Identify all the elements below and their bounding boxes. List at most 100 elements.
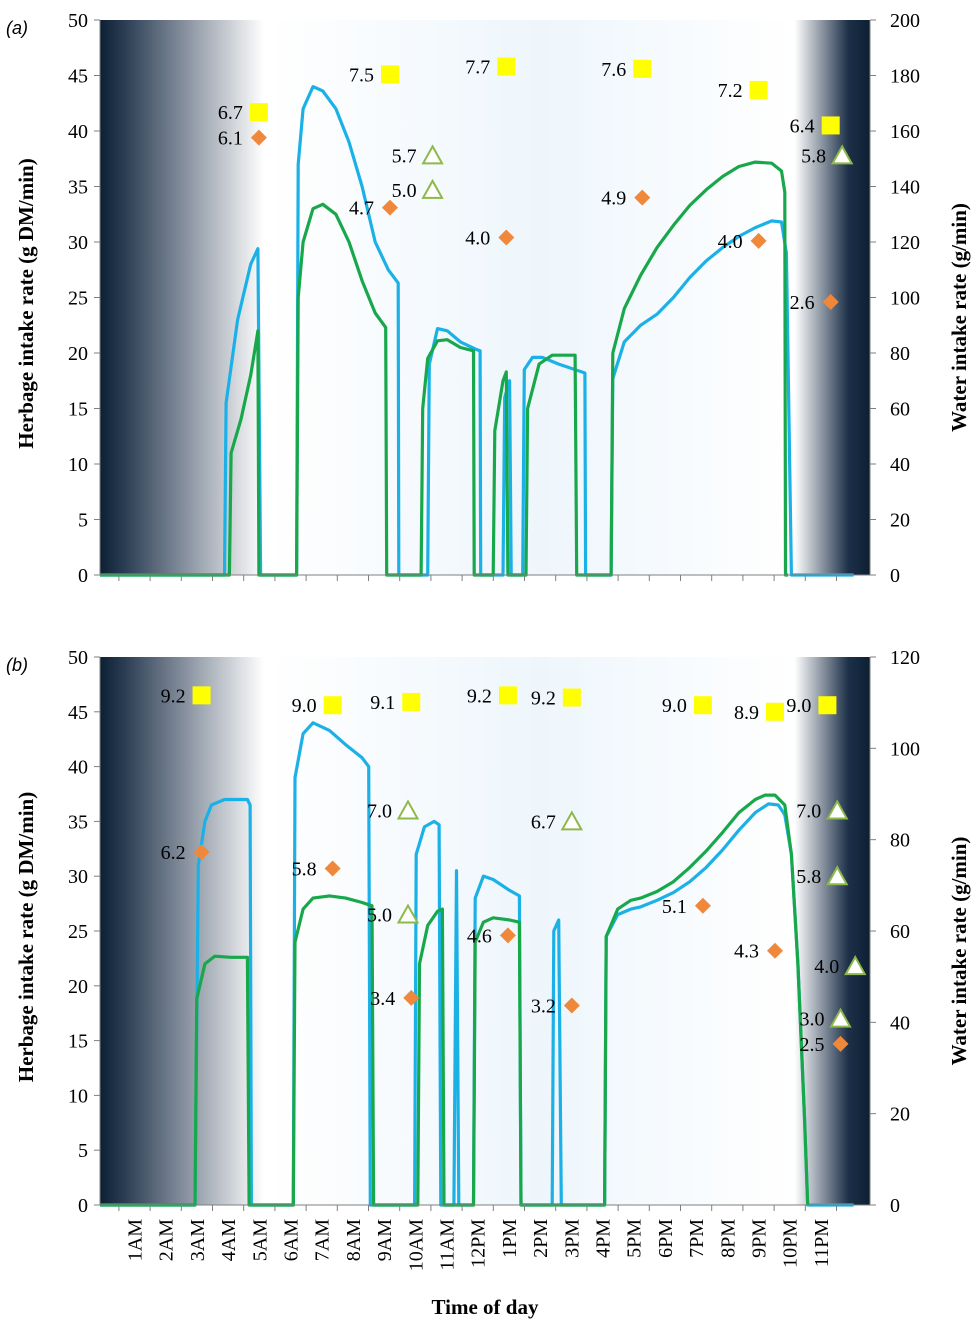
left-tick-label: 5 (78, 1140, 88, 1162)
plot-background (100, 657, 870, 1205)
x-tick-label: 8AM (343, 1219, 365, 1261)
marker-value-label: 7.0 (796, 800, 821, 822)
marker-value-label: 5.0 (367, 905, 392, 927)
marker-value-label: 5.8 (292, 859, 317, 881)
marker-value-label: 5.8 (796, 866, 821, 888)
square-marker (749, 80, 768, 99)
left-tick-label: 25 (68, 921, 88, 943)
left-tick-label: 45 (68, 702, 88, 724)
x-tick-label: 8PM (717, 1219, 739, 1258)
left-tick-label: 15 (68, 1031, 88, 1053)
x-tick-label: 7PM (686, 1219, 708, 1258)
left-tick-label: 50 (68, 647, 88, 669)
marker-value-label: 4.0 (814, 956, 839, 978)
x-tick-label: 12PM (468, 1219, 490, 1268)
marker-value-label: 4.9 (601, 188, 626, 210)
triangle-marker (421, 178, 444, 199)
diamond-marker (381, 199, 398, 216)
x-tick-label: 10PM (780, 1219, 802, 1268)
diamond-marker (694, 897, 711, 914)
x-tick-label: 11AM (437, 1219, 459, 1271)
triangle-marker (830, 144, 854, 165)
left-tick-label: 20 (68, 976, 88, 998)
diamond-marker (498, 229, 515, 246)
right-tick-label: 0 (890, 565, 900, 587)
marker-value-label: 8.9 (734, 702, 759, 724)
x-tick-label: 10AM (405, 1219, 427, 1271)
diamond-marker (634, 189, 651, 206)
diamond-marker (832, 1035, 849, 1052)
panel-label: (b) (6, 655, 28, 675)
triangle-marker (826, 799, 849, 820)
triangle-marker (560, 810, 584, 831)
marker-value-label: 7.5 (349, 64, 374, 86)
right-tick-label: 160 (890, 121, 920, 143)
right-tick-label: 0 (890, 1195, 900, 1217)
marker-value-label: 6.2 (161, 842, 186, 864)
triangle-marker (826, 865, 849, 886)
marker-value-label: 9.0 (786, 695, 811, 717)
right-tick-label: 80 (890, 830, 910, 852)
right-tick-label: 60 (890, 921, 910, 943)
right-axis-title: Water intake rate (g/min) (947, 837, 971, 1066)
marker-value-label: 3.2 (531, 996, 556, 1018)
square-marker (818, 696, 837, 715)
marker-value-label: 6.1 (218, 128, 243, 150)
square-marker (323, 696, 342, 715)
right-tick-label: 120 (890, 647, 920, 669)
x-axis-title: Time of day (432, 1295, 539, 1319)
diamond-marker (403, 989, 420, 1006)
marker-value-label: 4.7 (349, 198, 374, 220)
marker-value-label: 2.5 (800, 1034, 825, 1056)
marker-value-label: 7.7 (465, 57, 490, 79)
marker-value-label: 2.6 (790, 292, 815, 314)
marker-value-label: 5.7 (392, 145, 417, 167)
marker-value-label: 9.2 (161, 685, 186, 707)
square-marker (497, 57, 516, 76)
square-marker (633, 59, 652, 78)
right-axis-title: Water intake rate (g/min) (947, 203, 971, 432)
square-marker (821, 116, 840, 135)
marker-value-label: 6.7 (531, 811, 556, 833)
triangle-marker (396, 799, 420, 820)
right-tick-label: 40 (890, 1012, 910, 1034)
square-marker (693, 696, 712, 715)
x-tick-label: 1PM (499, 1219, 521, 1258)
left-tick-label: 40 (68, 121, 88, 143)
marker-value-label: 5.1 (662, 896, 687, 918)
marker-value-label: 3.4 (370, 988, 395, 1010)
left-tick-label: 15 (68, 399, 88, 421)
marker-value-label: 4.6 (467, 925, 492, 947)
diamond-marker (563, 997, 580, 1014)
marker-value-label: 9.0 (662, 695, 687, 717)
triangle-marker (829, 1007, 852, 1028)
left-tick-label: 10 (68, 454, 88, 476)
x-tick-label: 3AM (187, 1219, 209, 1261)
x-tick-label: 7AM (312, 1219, 334, 1261)
left-tick-label: 30 (68, 866, 88, 888)
x-tick-label: 4AM (218, 1219, 240, 1261)
marker-value-label: 7.2 (718, 80, 743, 102)
right-tick-label: 80 (890, 343, 910, 365)
triangle-marker (844, 955, 867, 976)
x-tick-label: 2PM (530, 1219, 552, 1258)
square-marker (192, 686, 211, 705)
diamond-marker (766, 942, 783, 959)
left-tick-label: 30 (68, 232, 88, 254)
x-tick-label: 9AM (374, 1219, 396, 1261)
left-tick-label: 35 (68, 811, 88, 833)
right-tick-label: 100 (890, 288, 920, 310)
marker-value-label: 6.7 (218, 102, 243, 124)
left-tick-label: 45 (68, 66, 88, 88)
square-marker (249, 103, 268, 122)
marker-value-label: 9.2 (531, 688, 556, 710)
left-tick-label: 35 (68, 177, 88, 199)
right-tick-label: 20 (890, 510, 910, 532)
diamond-marker (499, 927, 516, 944)
left-axis-title: Herbage intake rate (g DM/min) (14, 792, 38, 1082)
square-marker (498, 686, 517, 705)
marker-value-label: 5.8 (801, 145, 826, 167)
marker-value-label: 4.3 (734, 941, 759, 963)
marker-value-label: 3.0 (800, 1009, 825, 1031)
